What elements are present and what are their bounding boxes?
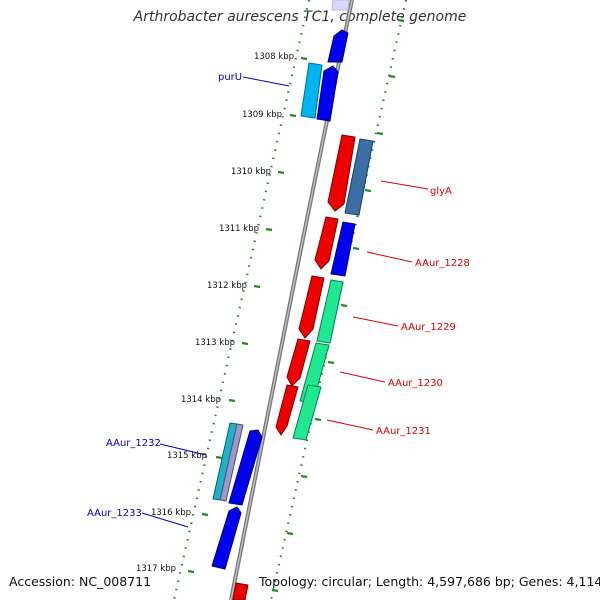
- gene-AAur-1232-b[interactable]: [219, 423, 244, 502]
- gene-AAur-1229[interactable]: [316, 279, 344, 344]
- genome-summary-text: Topology: circular; Length: 4,597,686 bp…: [259, 574, 600, 589]
- kbp-label: 1316 kbp: [151, 508, 191, 518]
- gene-callout-lines: [141, 76, 429, 528]
- gene-next-to-purU[interactable]: [316, 65, 339, 122]
- gene-glyA-partner[interactable]: [327, 134, 356, 212]
- kbp-label: 1317 kbp: [136, 564, 176, 574]
- gene-AAur-1228[interactable]: [330, 221, 356, 277]
- gene-label-purU[interactable]: purU: [218, 72, 242, 83]
- kbp-labels: 1308 kbp 1309 kbp 1310 kbp 1311 kbp 1312…: [136, 52, 294, 574]
- gene-AAur-1229-red[interactable]: [298, 275, 325, 339]
- kbp-label: 1312 kbp: [207, 281, 247, 291]
- gene-glyA[interactable]: [344, 138, 374, 216]
- kbp-label: 1315 kbp: [167, 451, 207, 461]
- inner-ring-ticks: [187, 56, 308, 574]
- gene-AAur-1231-red[interactable]: [275, 384, 299, 436]
- reverse-strand-genes: [232, 134, 374, 600]
- map-title: Arthrobacter aurescens TC1, complete gen…: [133, 9, 467, 25]
- gene-top-forward-b[interactable]: [327, 29, 349, 63]
- gene-AAur-1232-c[interactable]: [228, 429, 263, 506]
- gene-AAur-1230-red[interactable]: [286, 338, 311, 387]
- gene-top-forward-a[interactable]: [331, 0, 350, 11]
- kbp-label: 1310 kbp: [231, 167, 271, 177]
- gene-label-AAur-1233[interactable]: AAur_1233: [87, 508, 142, 519]
- gene-AAur-1231[interactable]: [292, 384, 322, 441]
- kbp-label: 1311 kbp: [219, 224, 259, 234]
- gene-label-AAur-1231[interactable]: AAur_1231: [376, 426, 431, 437]
- kbp-label: 1313 kbp: [195, 338, 235, 348]
- gene-bottom-reverse[interactable]: [232, 582, 249, 600]
- gene-label-glyA[interactable]: glyA: [430, 186, 452, 197]
- gene-label-AAur-1229[interactable]: AAur_1229: [401, 322, 456, 333]
- gene-AAur-1228-red[interactable]: [314, 216, 339, 270]
- outer-ring-ticks: [271, 18, 405, 593]
- accession-text: Accession: NC_008711: [9, 574, 152, 589]
- gene-AAur-1233[interactable]: [211, 506, 242, 570]
- gene-labels: purU glyA AAur_1228 AAur_1229 AAur_1230 …: [87, 72, 470, 519]
- forward-strand-genes: [211, 0, 350, 570]
- kbp-label: 1314 kbp: [181, 395, 221, 405]
- kbp-label: 1308 kbp: [254, 52, 294, 62]
- gene-label-AAur-1232[interactable]: AAur_1232: [106, 438, 161, 449]
- gene-label-AAur-1230[interactable]: AAur_1230: [388, 378, 443, 389]
- gene-label-AAur-1228[interactable]: AAur_1228: [415, 258, 470, 269]
- kbp-label: 1309 kbp: [242, 110, 282, 120]
- gene-purU[interactable]: [300, 62, 323, 119]
- inner-dotted-ring: [172, 0, 311, 600]
